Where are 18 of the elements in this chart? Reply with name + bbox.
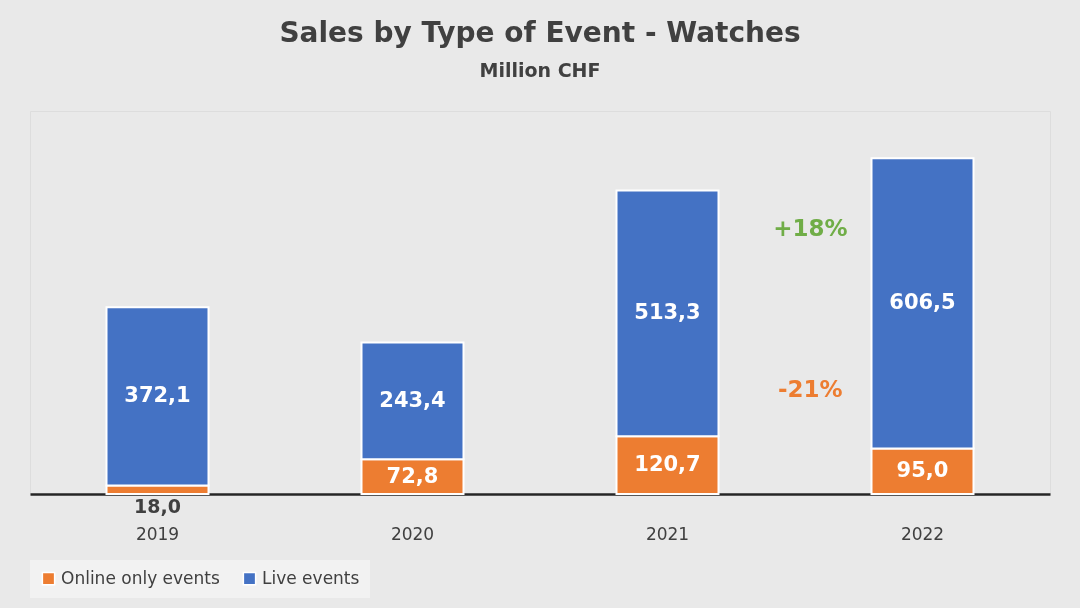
data-label: 120,7 — [634, 452, 701, 477]
data-label: 18,0 — [134, 495, 181, 517]
data-label: 606,5 — [889, 290, 956, 315]
data-label: 513,3 — [634, 300, 701, 325]
data-label: 372,1 — [124, 383, 191, 408]
data-label: 243,4 — [379, 387, 446, 412]
legend-label: Online only events — [61, 567, 221, 588]
data-label: 72,8 — [386, 463, 439, 488]
x-tick-label: 2021 — [645, 523, 690, 544]
x-tick-label: 2019 — [135, 523, 180, 544]
chart-title: Sales by Type of Event - Watches — [279, 16, 801, 49]
annotation: -21% — [778, 376, 843, 403]
chart-subtitle: Million CHF — [479, 59, 601, 81]
x-tick-label: 2022 — [900, 523, 945, 544]
annotation: +18% — [773, 215, 848, 242]
data-label: 95,0 — [896, 458, 949, 483]
x-tick-label: 2020 — [390, 523, 435, 544]
legend-label: Live events — [262, 567, 360, 588]
